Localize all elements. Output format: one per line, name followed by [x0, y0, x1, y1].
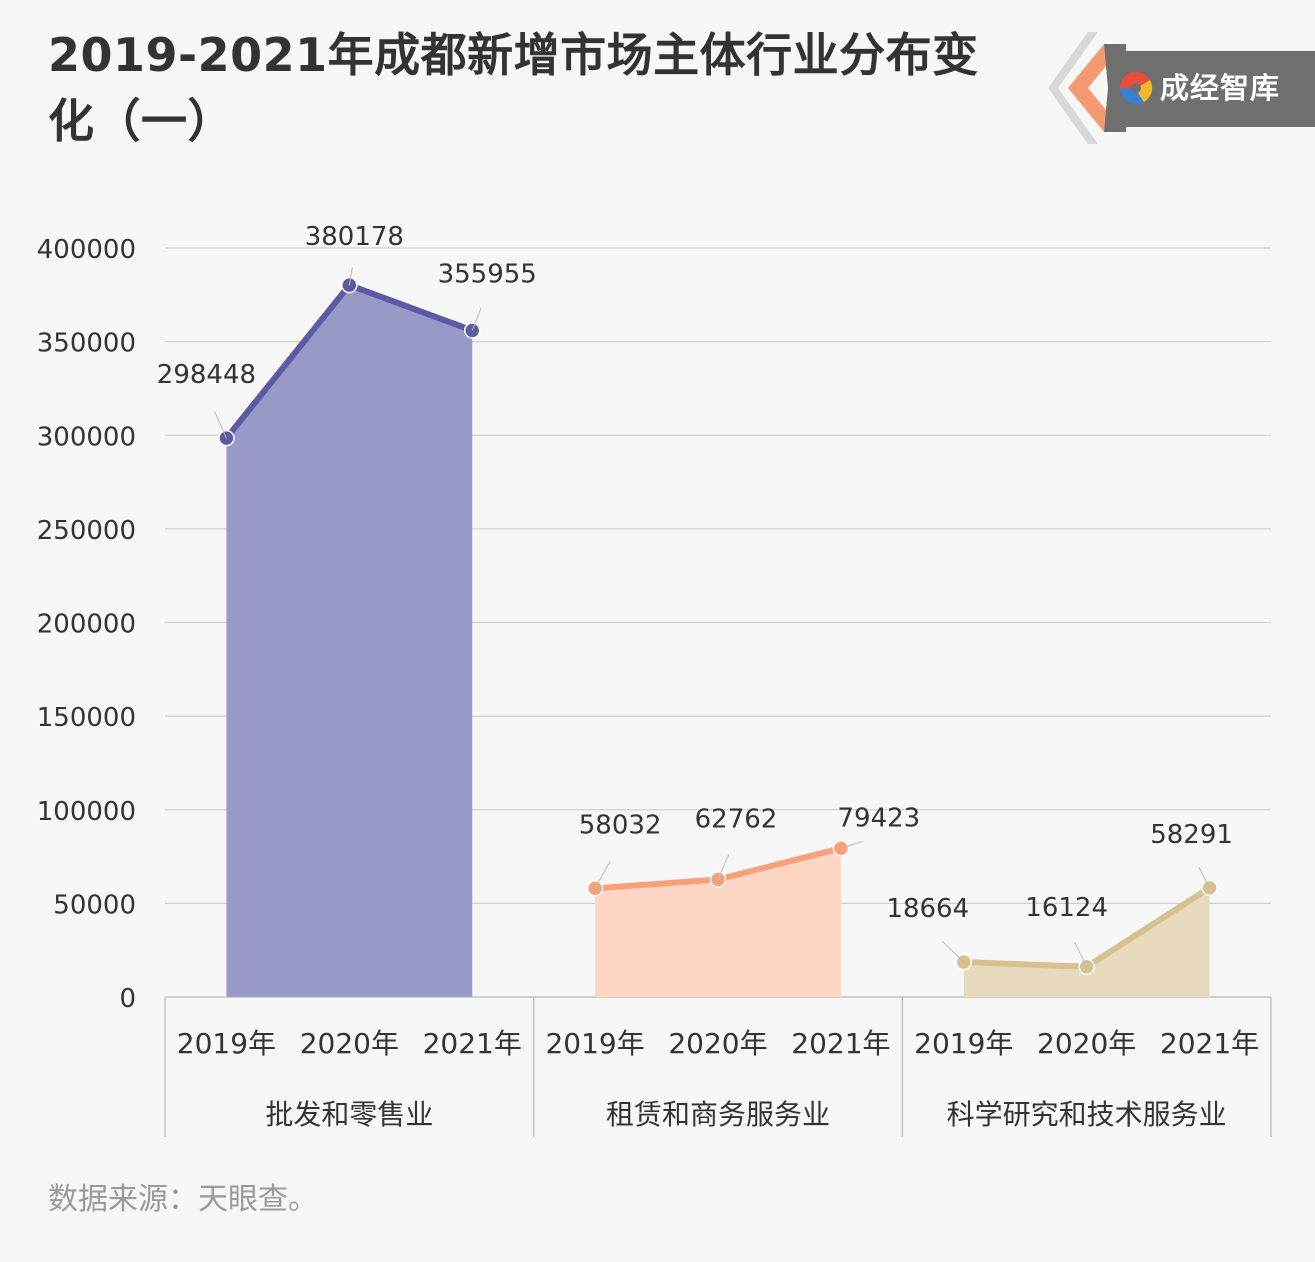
x-tick-label: 2019年 [177, 1027, 276, 1060]
y-tick-label: 100000 [37, 797, 136, 827]
data-label: 18664 [886, 894, 969, 924]
y-tick-label: 250000 [37, 516, 136, 546]
brand-name: 成经智库 [1160, 71, 1281, 105]
x-tick-label: 2021年 [791, 1027, 890, 1060]
data-label: 58291 [1150, 820, 1233, 850]
y-tick-label: 50000 [53, 890, 136, 920]
x-tick-label: 2021年 [423, 1027, 522, 1060]
y-tick-label: 400000 [37, 235, 136, 265]
y-tick-label: 300000 [37, 422, 136, 452]
label-leader [348, 267, 353, 286]
label-leader [213, 410, 227, 439]
x-tick-label: 2019年 [914, 1027, 1013, 1060]
x-tick-label: 2021年 [1160, 1027, 1259, 1060]
category-label: 批发和零售业 [265, 1098, 433, 1131]
y-tick-label: 0 [119, 984, 136, 1014]
category-label: 科学研究和技术服务业 [947, 1098, 1227, 1131]
data-label: 16124 [1025, 893, 1108, 923]
label-leader [717, 854, 730, 880]
data-label: 58032 [579, 810, 662, 840]
label-leader [1074, 941, 1088, 968]
label-leader [1198, 866, 1211, 889]
x-tick-label: 2020年 [1037, 1027, 1136, 1060]
y-tick-label: 150000 [37, 703, 136, 733]
swirl-logo-icon [1119, 71, 1153, 104]
label-leader [594, 861, 611, 889]
y-tick-label: 350000 [37, 329, 136, 359]
data-label: 298448 [157, 360, 256, 390]
label-leader [471, 307, 482, 331]
y-tick-label: 200000 [37, 610, 136, 640]
label-leader [840, 840, 864, 849]
series-area [595, 848, 841, 997]
x-tick-label: 2020年 [300, 1027, 399, 1060]
data-source-note: 数据来源：天眼查。 [48, 1182, 318, 1217]
series-area [963, 887, 1210, 997]
data-label: 62762 [695, 804, 778, 834]
label-leader [941, 940, 965, 963]
data-label: 355955 [438, 259, 537, 289]
x-tick-label: 2020年 [668, 1027, 767, 1060]
x-tick-label: 2019年 [545, 1027, 644, 1060]
brand-logo [1048, 32, 1315, 144]
category-label: 租赁和商务服务业 [606, 1098, 830, 1131]
data-label: 380178 [305, 222, 404, 252]
series-area [226, 285, 473, 997]
chart-title: 2019-2021年成都新增市场主体行业分布变化（一） [48, 28, 979, 148]
data-label: 79423 [838, 803, 921, 833]
